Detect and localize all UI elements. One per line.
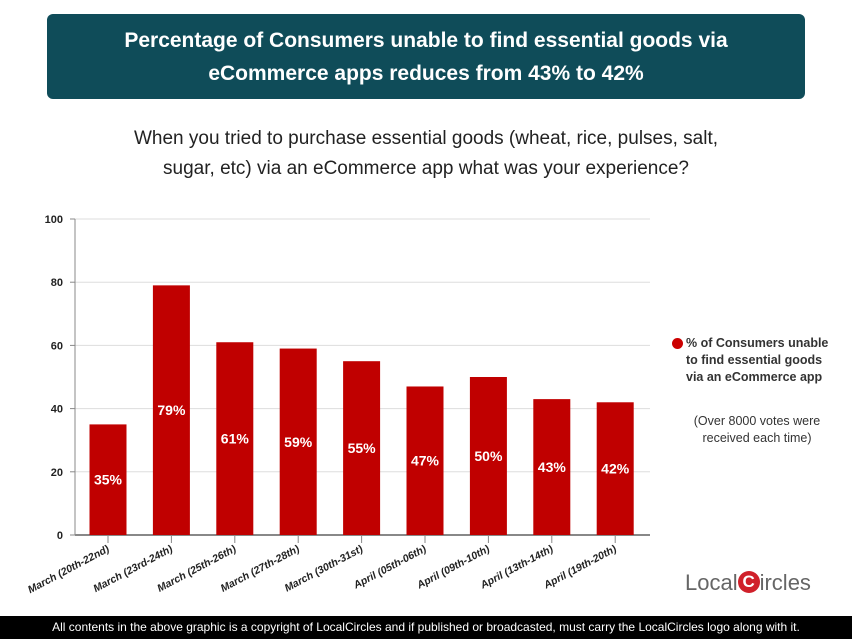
data-label: 35% <box>94 472 123 488</box>
votes-note: (Over 8000 votes were received each time… <box>693 414 821 445</box>
y-tick-label: 100 <box>45 214 63 226</box>
data-label: 61% <box>221 431 250 447</box>
subtitle-line-1: When you tried to purchase essential goo… <box>133 128 719 149</box>
subtitle-line-2: sugar, etc) via an eCommerce app what wa… <box>163 158 689 179</box>
data-label: 47% <box>411 453 440 469</box>
title-line-1: Percentage of Consumers unable to find e… <box>124 28 728 52</box>
y-tick-label: 0 <box>57 530 63 542</box>
data-label: 43% <box>538 459 567 475</box>
bar <box>596 402 634 535</box>
legend: % of Consumers unable to find essential … <box>672 335 842 386</box>
question-subtitle: When you tried to purchase essential goo… <box>60 124 792 184</box>
bar <box>343 361 381 535</box>
data-label: 79% <box>157 402 186 418</box>
bar <box>279 348 317 535</box>
legend-marker <box>672 338 683 349</box>
data-label: 42% <box>601 461 630 477</box>
data-label: 50% <box>474 448 503 464</box>
bar <box>152 285 190 535</box>
data-label: 59% <box>284 434 313 450</box>
legend-label: % of Consumers unable to find essential … <box>686 336 829 384</box>
title-line-2: eCommerce apps reduces from 43% to 42% <box>208 61 644 85</box>
y-tick-label: 80 <box>51 277 63 289</box>
y-tick-label: 60 <box>51 340 63 352</box>
bar <box>469 377 507 535</box>
bar <box>216 342 254 535</box>
bar <box>533 399 571 535</box>
title-banner: Percentage of Consumers unable to find e… <box>47 14 805 99</box>
y-tick-label: 40 <box>51 404 63 416</box>
bar <box>406 386 444 535</box>
y-tick-label: 20 <box>51 467 63 479</box>
data-label: 55% <box>348 440 377 456</box>
bar <box>89 424 127 535</box>
copyright-footer: All contents in the above graphic is a c… <box>0 616 852 639</box>
